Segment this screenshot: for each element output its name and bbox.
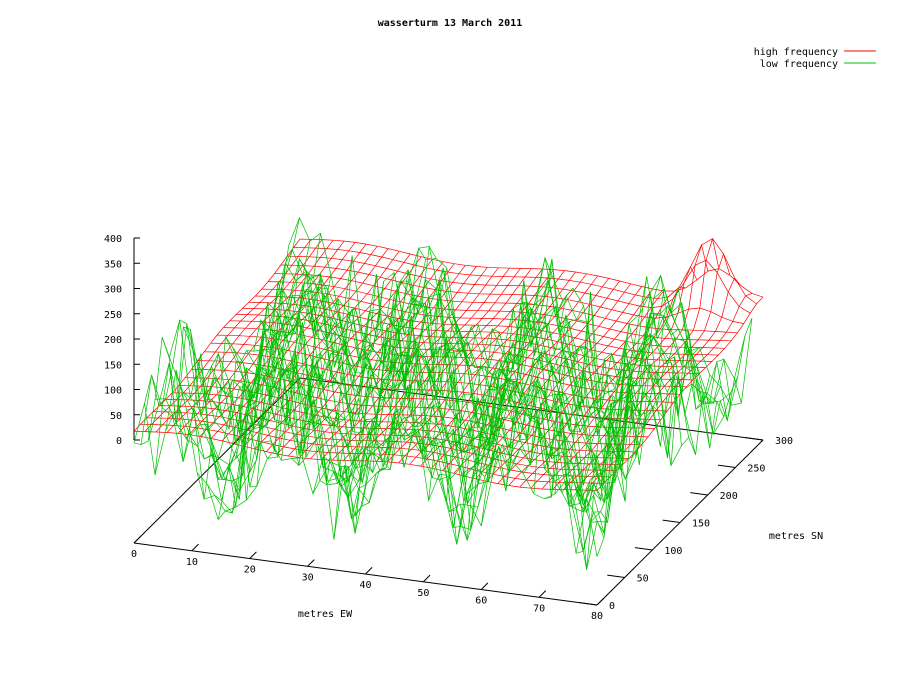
- x-tick-label: 0: [131, 549, 137, 560]
- legend-label-low: low frequency: [760, 59, 838, 70]
- x-tick-label: 10: [186, 557, 198, 568]
- mesh-line: [197, 360, 661, 421]
- z-tick-label: 100: [104, 386, 122, 397]
- y-tick: [662, 519, 681, 523]
- x-axis-label: metres EW: [298, 609, 353, 620]
- x-tick: [423, 574, 431, 583]
- mesh-line: [274, 262, 739, 421]
- legend-label-high: high frequency: [754, 47, 838, 58]
- y-tick-label: 0: [609, 601, 615, 612]
- y-tick: [579, 602, 598, 606]
- mesh-line: [218, 315, 682, 467]
- mesh-line: [267, 257, 732, 445]
- x-tick: [480, 582, 489, 590]
- mesh-line: [261, 288, 725, 349]
- mesh-line: [232, 289, 696, 455]
- x-tick-label: 50: [417, 588, 429, 599]
- x-tick: [307, 559, 315, 567]
- mesh-line: [280, 264, 744, 324]
- mesh-line: [140, 374, 605, 552]
- z-tick-label: 300: [104, 285, 122, 296]
- x-tick-label: 60: [475, 596, 487, 607]
- y-tick: [690, 492, 708, 496]
- mesh-line: [204, 312, 668, 487]
- mesh-line: [288, 216, 753, 406]
- y-tick-label: 250: [747, 464, 765, 475]
- y-tick: [607, 574, 625, 578]
- legend: high frequency low frequency: [754, 47, 876, 70]
- x-tick: [191, 543, 199, 552]
- y-tick-label: 150: [692, 519, 710, 530]
- z-tick-label: 0: [116, 436, 122, 447]
- z-tick-label: 250: [104, 310, 122, 321]
- mesh-line: [253, 271, 717, 434]
- axes: 0 50 100 150 200 250 300 350 400 0 10 20 30 40 50 60 70 8…: [104, 234, 793, 622]
- mesh-line: [204, 351, 668, 412]
- z-tick-label: 50: [110, 411, 122, 422]
- x-tick-label: 30: [302, 572, 314, 583]
- mesh-line: [168, 319, 633, 507]
- mesh-line: [197, 327, 661, 464]
- low-frequency-mesh: [133, 216, 753, 570]
- x-tick-label: 80: [591, 611, 603, 622]
- y-tick-label: 300: [775, 436, 793, 447]
- x-tick-label: 20: [244, 565, 256, 576]
- mesh-line: [161, 337, 626, 545]
- z-tick-label: 400: [104, 234, 122, 245]
- z-tick-label: 150: [104, 360, 122, 371]
- x-tick: [596, 598, 604, 606]
- y-tick-label: 200: [720, 491, 738, 502]
- mesh-line: [191, 368, 655, 429]
- y-tick: [634, 547, 653, 551]
- mesh-line: [182, 326, 647, 507]
- mesh-line: [299, 238, 764, 298]
- mesh-line: [216, 334, 681, 395]
- mesh-line: [211, 315, 675, 489]
- mesh-line: [189, 329, 654, 501]
- x-tick: [365, 567, 373, 575]
- mesh-line: [140, 423, 604, 484]
- z-tick-label: 350: [104, 259, 122, 270]
- x-tick: [538, 590, 547, 598]
- mesh-line: [287, 255, 751, 314]
- mesh-line: [274, 273, 738, 334]
- x-tick-label: 70: [533, 603, 545, 614]
- y-tick-label: 100: [664, 546, 682, 557]
- chart-title: wasserturm 13 March 2011: [378, 18, 523, 29]
- x-tick: [133, 536, 141, 544]
- mesh-line: [147, 350, 612, 528]
- mesh-line: [239, 290, 703, 436]
- y-axis-label: metres SN: [769, 531, 823, 542]
- mesh-line: [225, 300, 689, 474]
- y-tick: [745, 437, 764, 441]
- y-tick-label: 50: [637, 574, 649, 585]
- mesh-line: [260, 268, 725, 436]
- mesh-line: [293, 238, 757, 305]
- z-tick-label: 200: [104, 335, 122, 346]
- y-tick: [717, 464, 736, 468]
- x-tick: [249, 551, 257, 559]
- x-tick-label: 40: [359, 580, 371, 591]
- mesh-line: [281, 246, 746, 405]
- mesh-line: [185, 377, 649, 438]
